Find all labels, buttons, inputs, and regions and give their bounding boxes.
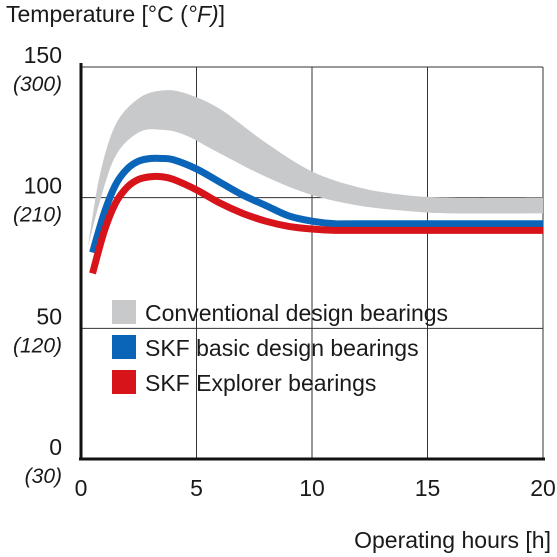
legend-label-skf-basic: SKF basic design bearings <box>145 335 419 361</box>
y-tick-label-50: 50 <box>36 303 62 329</box>
band-conventional-design <box>87 90 544 248</box>
y-tick-label-100: 100 <box>24 173 62 199</box>
series-line-skf-basic <box>89 154 543 254</box>
legend-label-skf-explorer: SKF Explorer bearings <box>145 370 376 396</box>
y-tick-label-0: 0 <box>49 434 62 460</box>
x-axis-title: Operating hours [h] <box>354 527 551 553</box>
x-tick-label-5: 5 <box>190 475 203 501</box>
y-tick-alt-label-150: (300) <box>13 73 62 96</box>
x-tick-label-10: 10 <box>299 475 325 501</box>
legend-label-conventional: Conventional design bearings <box>145 300 448 326</box>
x-tick-label-15: 15 <box>415 475 441 501</box>
legend-swatch-skf-explorer <box>112 370 136 394</box>
legend: Conventional design bearings SKF basic d… <box>112 300 448 396</box>
y-axis-title: Temperature [°C (°F)] <box>6 1 225 27</box>
series-line-skf-explorer <box>89 172 543 275</box>
y-tick-alt-label-50: (120) <box>13 334 62 357</box>
y-tick-alt-label-100: (210) <box>13 204 62 227</box>
y-tick-alt-label-0: (30) <box>25 465 62 488</box>
x-tick-label-20: 20 <box>530 475 556 501</box>
x-tick-label-0: 0 <box>75 475 88 501</box>
legend-swatch-conventional <box>112 300 136 324</box>
legend-swatch-skf-basic <box>112 335 136 359</box>
y-tick-label-150: 150 <box>24 42 62 68</box>
